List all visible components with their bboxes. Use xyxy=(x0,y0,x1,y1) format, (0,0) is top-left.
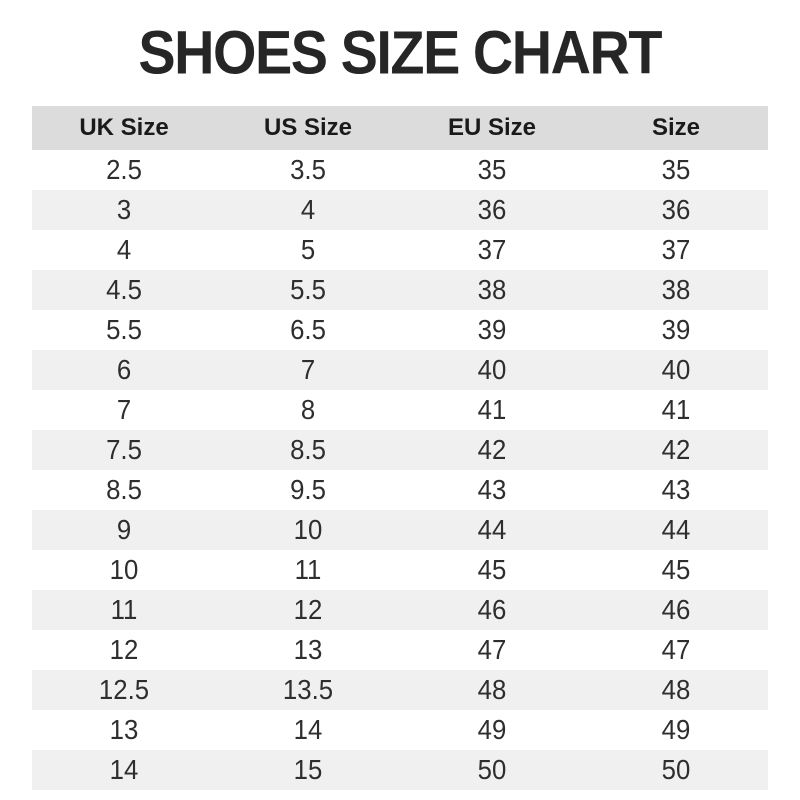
table-cell: 37 xyxy=(477,234,507,265)
table-cell: 46 xyxy=(477,594,507,625)
table-cell: 8.5 xyxy=(290,434,326,465)
table-cell: 14 xyxy=(293,714,323,745)
table-cell: 38 xyxy=(477,274,507,305)
table-cell: 12 xyxy=(109,634,139,665)
table-row: 4.5 5.5 38 38 xyxy=(32,270,768,310)
table-cell: 15 xyxy=(293,754,323,785)
table-cell: 3 xyxy=(116,194,132,225)
table-cell: 36 xyxy=(661,194,691,225)
column-header-eu-size: EU Size xyxy=(447,114,537,141)
table-row: 10 11 45 45 xyxy=(32,550,768,590)
table-cell: 5.5 xyxy=(106,314,142,345)
table-cell: 12 xyxy=(293,594,323,625)
table-cell: 10 xyxy=(109,554,139,585)
column-header-uk-size: UK Size xyxy=(79,114,169,141)
table-cell: 47 xyxy=(477,634,507,665)
column-header-us-size: US Size xyxy=(263,114,353,141)
table-cell: 6.5 xyxy=(290,314,326,345)
table-cell: 12.5 xyxy=(98,674,150,705)
table-cell: 50 xyxy=(477,754,507,785)
table-cell: 13 xyxy=(293,634,323,665)
table-row: 7.5 8.5 42 42 xyxy=(32,430,768,470)
table-cell: 11 xyxy=(294,554,322,585)
table-cell: 5 xyxy=(300,234,316,265)
table-cell: 45 xyxy=(661,554,691,585)
table-row: 13 14 49 49 xyxy=(32,710,768,750)
table-cell: 13 xyxy=(109,714,139,745)
table-header-row: UK Size US Size EU Size Size xyxy=(32,106,768,150)
table-row: 8.5 9.5 43 43 xyxy=(32,470,768,510)
table-cell: 9.5 xyxy=(290,474,326,505)
column-header-size: Size xyxy=(651,114,701,141)
table-cell: 48 xyxy=(477,674,507,705)
table-cell: 44 xyxy=(477,514,507,545)
table-row: 3 4 36 36 xyxy=(32,190,768,230)
table-cell: 50 xyxy=(661,754,691,785)
table-row: 4 5 37 37 xyxy=(32,230,768,270)
table-row: 6 7 40 40 xyxy=(32,350,768,390)
table-cell: 40 xyxy=(477,354,507,385)
table-row: 11 12 46 46 xyxy=(32,590,768,630)
table-cell: 43 xyxy=(477,474,507,505)
table-row: 14 15 50 50 xyxy=(32,750,768,790)
table-row: 12.5 13.5 48 48 xyxy=(32,670,768,710)
table-cell: 3.5 xyxy=(290,154,326,185)
table-cell: 42 xyxy=(661,434,691,465)
table-cell: 41 xyxy=(661,394,691,425)
table-cell: 35 xyxy=(477,154,507,185)
table-cell: 36 xyxy=(477,194,507,225)
table-cell: 49 xyxy=(477,714,507,745)
table-cell: 38 xyxy=(661,274,691,305)
table-cell: 43 xyxy=(661,474,691,505)
table-cell: 13.5 xyxy=(282,674,334,705)
table-row: 9 10 44 44 xyxy=(32,510,768,550)
size-chart-table: UK Size US Size EU Size Size 2.5 3.5 35 35 3… xyxy=(32,106,768,790)
table-cell: 14 xyxy=(109,754,139,785)
table-cell: 8 xyxy=(300,394,316,425)
table-cell: 2.5 xyxy=(106,154,142,185)
table-row: 12 13 47 47 xyxy=(32,630,768,670)
table-cell: 47 xyxy=(661,634,691,665)
table-cell: 44 xyxy=(661,514,691,545)
table-cell: 40 xyxy=(661,354,691,385)
table-cell: 41 xyxy=(477,394,507,425)
table-row: 7 8 41 41 xyxy=(32,390,768,430)
table-cell: 39 xyxy=(477,314,507,345)
page-title: SHOES SIZE CHART xyxy=(138,17,663,88)
table-cell: 49 xyxy=(661,714,691,745)
table-cell: 11 xyxy=(110,594,138,625)
table-cell: 9 xyxy=(116,514,132,545)
table-cell: 37 xyxy=(661,234,691,265)
table-cell: 42 xyxy=(477,434,507,465)
table-cell: 7 xyxy=(300,354,316,385)
table-cell: 4 xyxy=(116,234,132,265)
table-cell: 46 xyxy=(661,594,691,625)
table-cell: 35 xyxy=(661,154,691,185)
table-row: 2.5 3.5 35 35 xyxy=(32,150,768,190)
table-cell: 6 xyxy=(116,354,132,385)
table-cell: 7 xyxy=(116,394,132,425)
table-row: 5.5 6.5 39 39 xyxy=(32,310,768,350)
table-cell: 4.5 xyxy=(106,274,142,305)
title-area: SHOES SIZE CHART xyxy=(0,0,800,106)
table-cell: 5.5 xyxy=(290,274,326,305)
table-cell: 4 xyxy=(300,194,316,225)
table-body: 2.5 3.5 35 35 3 4 36 36 4 5 37 37 4.5 5.5 38 38 5.5 6.5 39… xyxy=(32,150,768,790)
table-cell: 48 xyxy=(661,674,691,705)
table-cell: 7.5 xyxy=(106,434,142,465)
table-cell: 8.5 xyxy=(106,474,142,505)
table-cell: 39 xyxy=(661,314,691,345)
table-cell: 45 xyxy=(477,554,507,585)
table-cell: 10 xyxy=(293,514,323,545)
